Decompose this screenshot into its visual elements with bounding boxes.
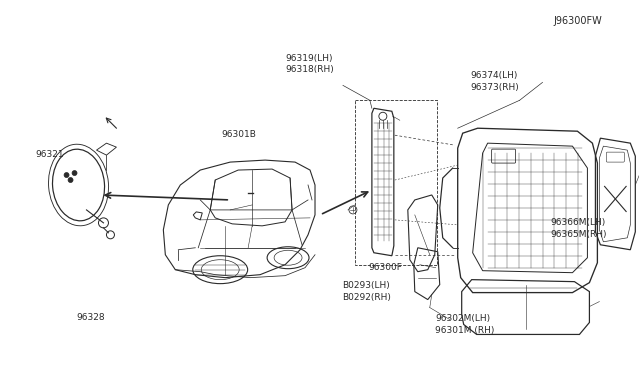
Text: 96300F: 96300F — [368, 263, 402, 272]
Text: 96365M(RH): 96365M(RH) — [550, 230, 607, 239]
Circle shape — [64, 173, 69, 177]
Text: J96300FW: J96300FW — [553, 16, 602, 26]
Text: 96301M (RH): 96301M (RH) — [435, 326, 494, 335]
Text: 96302M(LH): 96302M(LH) — [435, 314, 490, 323]
Text: 96328: 96328 — [76, 313, 105, 322]
Text: 96374(LH): 96374(LH) — [470, 71, 518, 80]
Text: B0292(RH): B0292(RH) — [342, 293, 391, 302]
Text: 96366M(LH): 96366M(LH) — [550, 218, 605, 227]
Text: B0293(LH): B0293(LH) — [342, 281, 390, 290]
Text: 96301B: 96301B — [221, 129, 256, 139]
Text: 96319(LH): 96319(LH) — [285, 54, 332, 62]
Circle shape — [72, 170, 77, 176]
Text: 96321: 96321 — [36, 150, 65, 159]
Text: 96373(RH): 96373(RH) — [470, 83, 519, 92]
Bar — [355, 100, 436, 265]
Text: 96318(RH): 96318(RH) — [285, 65, 333, 74]
Circle shape — [68, 177, 73, 183]
